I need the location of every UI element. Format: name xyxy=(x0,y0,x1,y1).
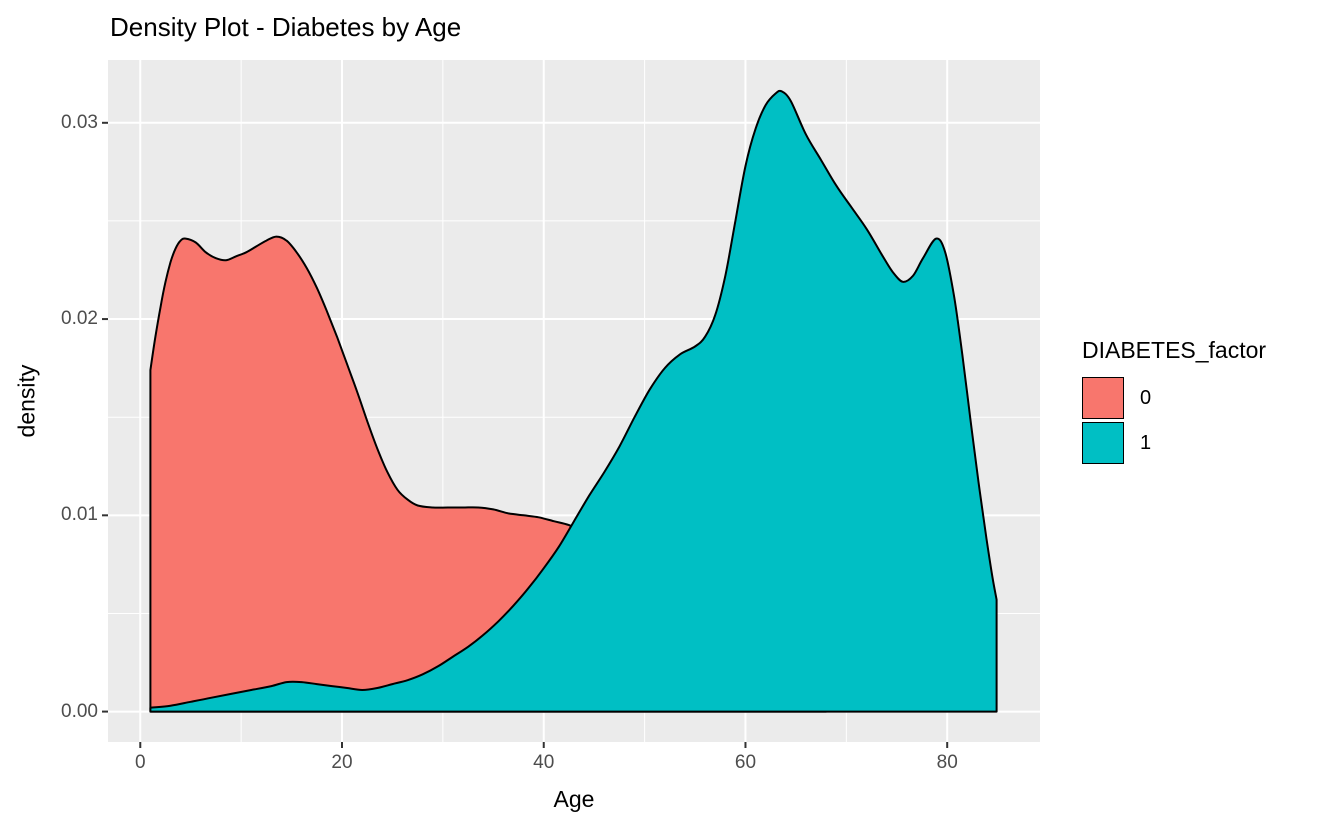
x-tick-label: 40 xyxy=(533,752,555,773)
legend-title: DIABETES_factor xyxy=(1082,337,1267,363)
x-tick-label: 80 xyxy=(936,752,958,773)
x-axis-title: Age xyxy=(553,786,595,812)
x-tick-label: 60 xyxy=(734,752,757,773)
legend-label-0: 0 xyxy=(1140,386,1152,409)
x-tick-label: 20 xyxy=(331,752,353,773)
y-axis-title: density xyxy=(13,364,40,438)
y-tick-label: 0.02 xyxy=(61,308,98,330)
legend: DIABETES_factor 0 1 xyxy=(1082,337,1266,467)
density-area-1 xyxy=(149,89,998,713)
y-tick-label: 0.00 xyxy=(61,700,98,722)
legend-entry-0: 0 xyxy=(1082,377,1266,419)
chart-title: Density Plot - Diabetes by Age xyxy=(110,12,462,42)
x-tick-label: 0 xyxy=(134,752,146,773)
legend-swatch-1-icon xyxy=(1082,422,1124,464)
y-tick-label: 0.03 xyxy=(61,111,98,133)
legend-swatch-0-icon xyxy=(1082,377,1124,419)
legend-label-1: 1 xyxy=(1140,431,1152,454)
y-tick-label: 0.01 xyxy=(61,504,98,526)
legend-entry-1: 1 xyxy=(1082,422,1266,464)
